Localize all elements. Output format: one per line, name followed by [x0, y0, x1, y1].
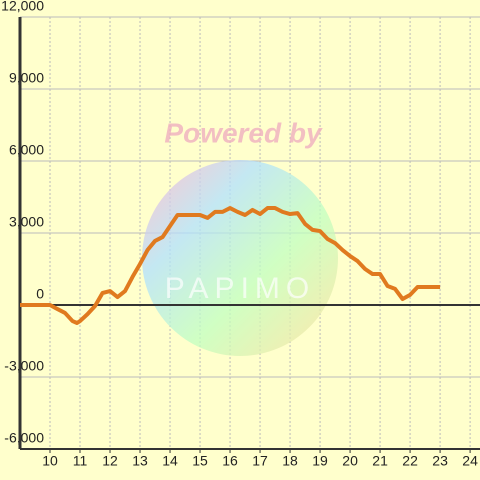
x-tick-label: 14: [162, 453, 178, 469]
y-tick-label: -3,000: [4, 358, 44, 374]
plot: -6,000 -3,000 0 3,000 6,000 9,000 12,000 10 11 12…: [1, 0, 480, 469]
x-tick-label: 11: [73, 453, 88, 469]
x-tick-label: 10: [42, 453, 58, 469]
logo-text: PAPIMO: [165, 272, 315, 305]
watermark: Powered by: [164, 117, 323, 148]
y-tick-label: -6,000: [4, 430, 44, 446]
x-tick-label: 15: [192, 453, 208, 469]
watermark-logo: [142, 160, 338, 356]
y-tick-label: 12,000: [1, 0, 44, 14]
x-tick-label: 12: [102, 453, 118, 469]
x-tick-label: 21: [372, 453, 388, 469]
x-tick-label: 19: [312, 453, 328, 469]
x-tick-label: 16: [222, 453, 238, 469]
x-tick-label: 22: [402, 453, 418, 469]
x-tick-label: 18: [282, 453, 298, 469]
y-tick-label: 9,000: [9, 70, 44, 86]
y-tick-label: 6,000: [9, 142, 44, 158]
x-tick-label: 13: [132, 453, 148, 469]
y-tick-label: 0: [36, 286, 44, 302]
data-line: [20, 206, 441, 325]
x-tick-label: 17: [252, 453, 268, 469]
x-tick-label: 20: [342, 453, 358, 469]
x-tick-label: 24: [462, 453, 478, 469]
x-tick-label: 23: [432, 453, 448, 469]
y-tick-label: 3,000: [9, 214, 44, 230]
